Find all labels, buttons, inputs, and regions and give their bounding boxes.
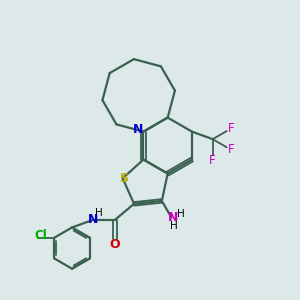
Text: H: H bbox=[95, 208, 103, 218]
Text: S: S bbox=[119, 172, 128, 185]
Text: N: N bbox=[88, 213, 98, 226]
Text: O: O bbox=[110, 238, 120, 251]
Text: Cl: Cl bbox=[34, 229, 47, 242]
Text: H: H bbox=[170, 221, 178, 231]
Text: H: H bbox=[177, 209, 185, 219]
Text: N: N bbox=[168, 211, 178, 224]
Text: F: F bbox=[228, 143, 235, 156]
Text: F: F bbox=[228, 122, 235, 135]
Text: F: F bbox=[209, 154, 216, 167]
Text: N: N bbox=[133, 123, 143, 136]
